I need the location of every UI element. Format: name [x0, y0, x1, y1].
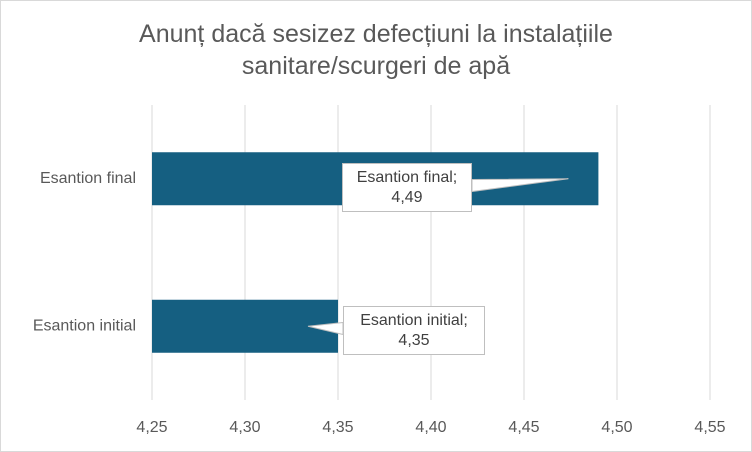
x-tick-label: 4,25 — [136, 419, 167, 436]
data-label: Esantion initial; 4,35 — [343, 306, 485, 355]
y-tick-label: Esantion initial — [33, 317, 136, 334]
x-tick-label: 4,35 — [322, 419, 353, 436]
x-tick-label: 4,40 — [415, 419, 446, 436]
y-tick-label: Esantion final — [40, 170, 136, 187]
x-tick-label: 4,50 — [601, 419, 632, 436]
chart-title: Anunț dacă sesizez defecțiuni la instala… — [139, 20, 613, 80]
x-tick-label: 4,55 — [694, 419, 725, 436]
callout-pointer — [471, 178, 569, 193]
x-tick-label: 4,45 — [508, 419, 539, 436]
bar — [152, 299, 338, 353]
x-tick-label: 4,30 — [229, 419, 260, 436]
data-label: Esantion final; 4,49 — [342, 163, 472, 212]
